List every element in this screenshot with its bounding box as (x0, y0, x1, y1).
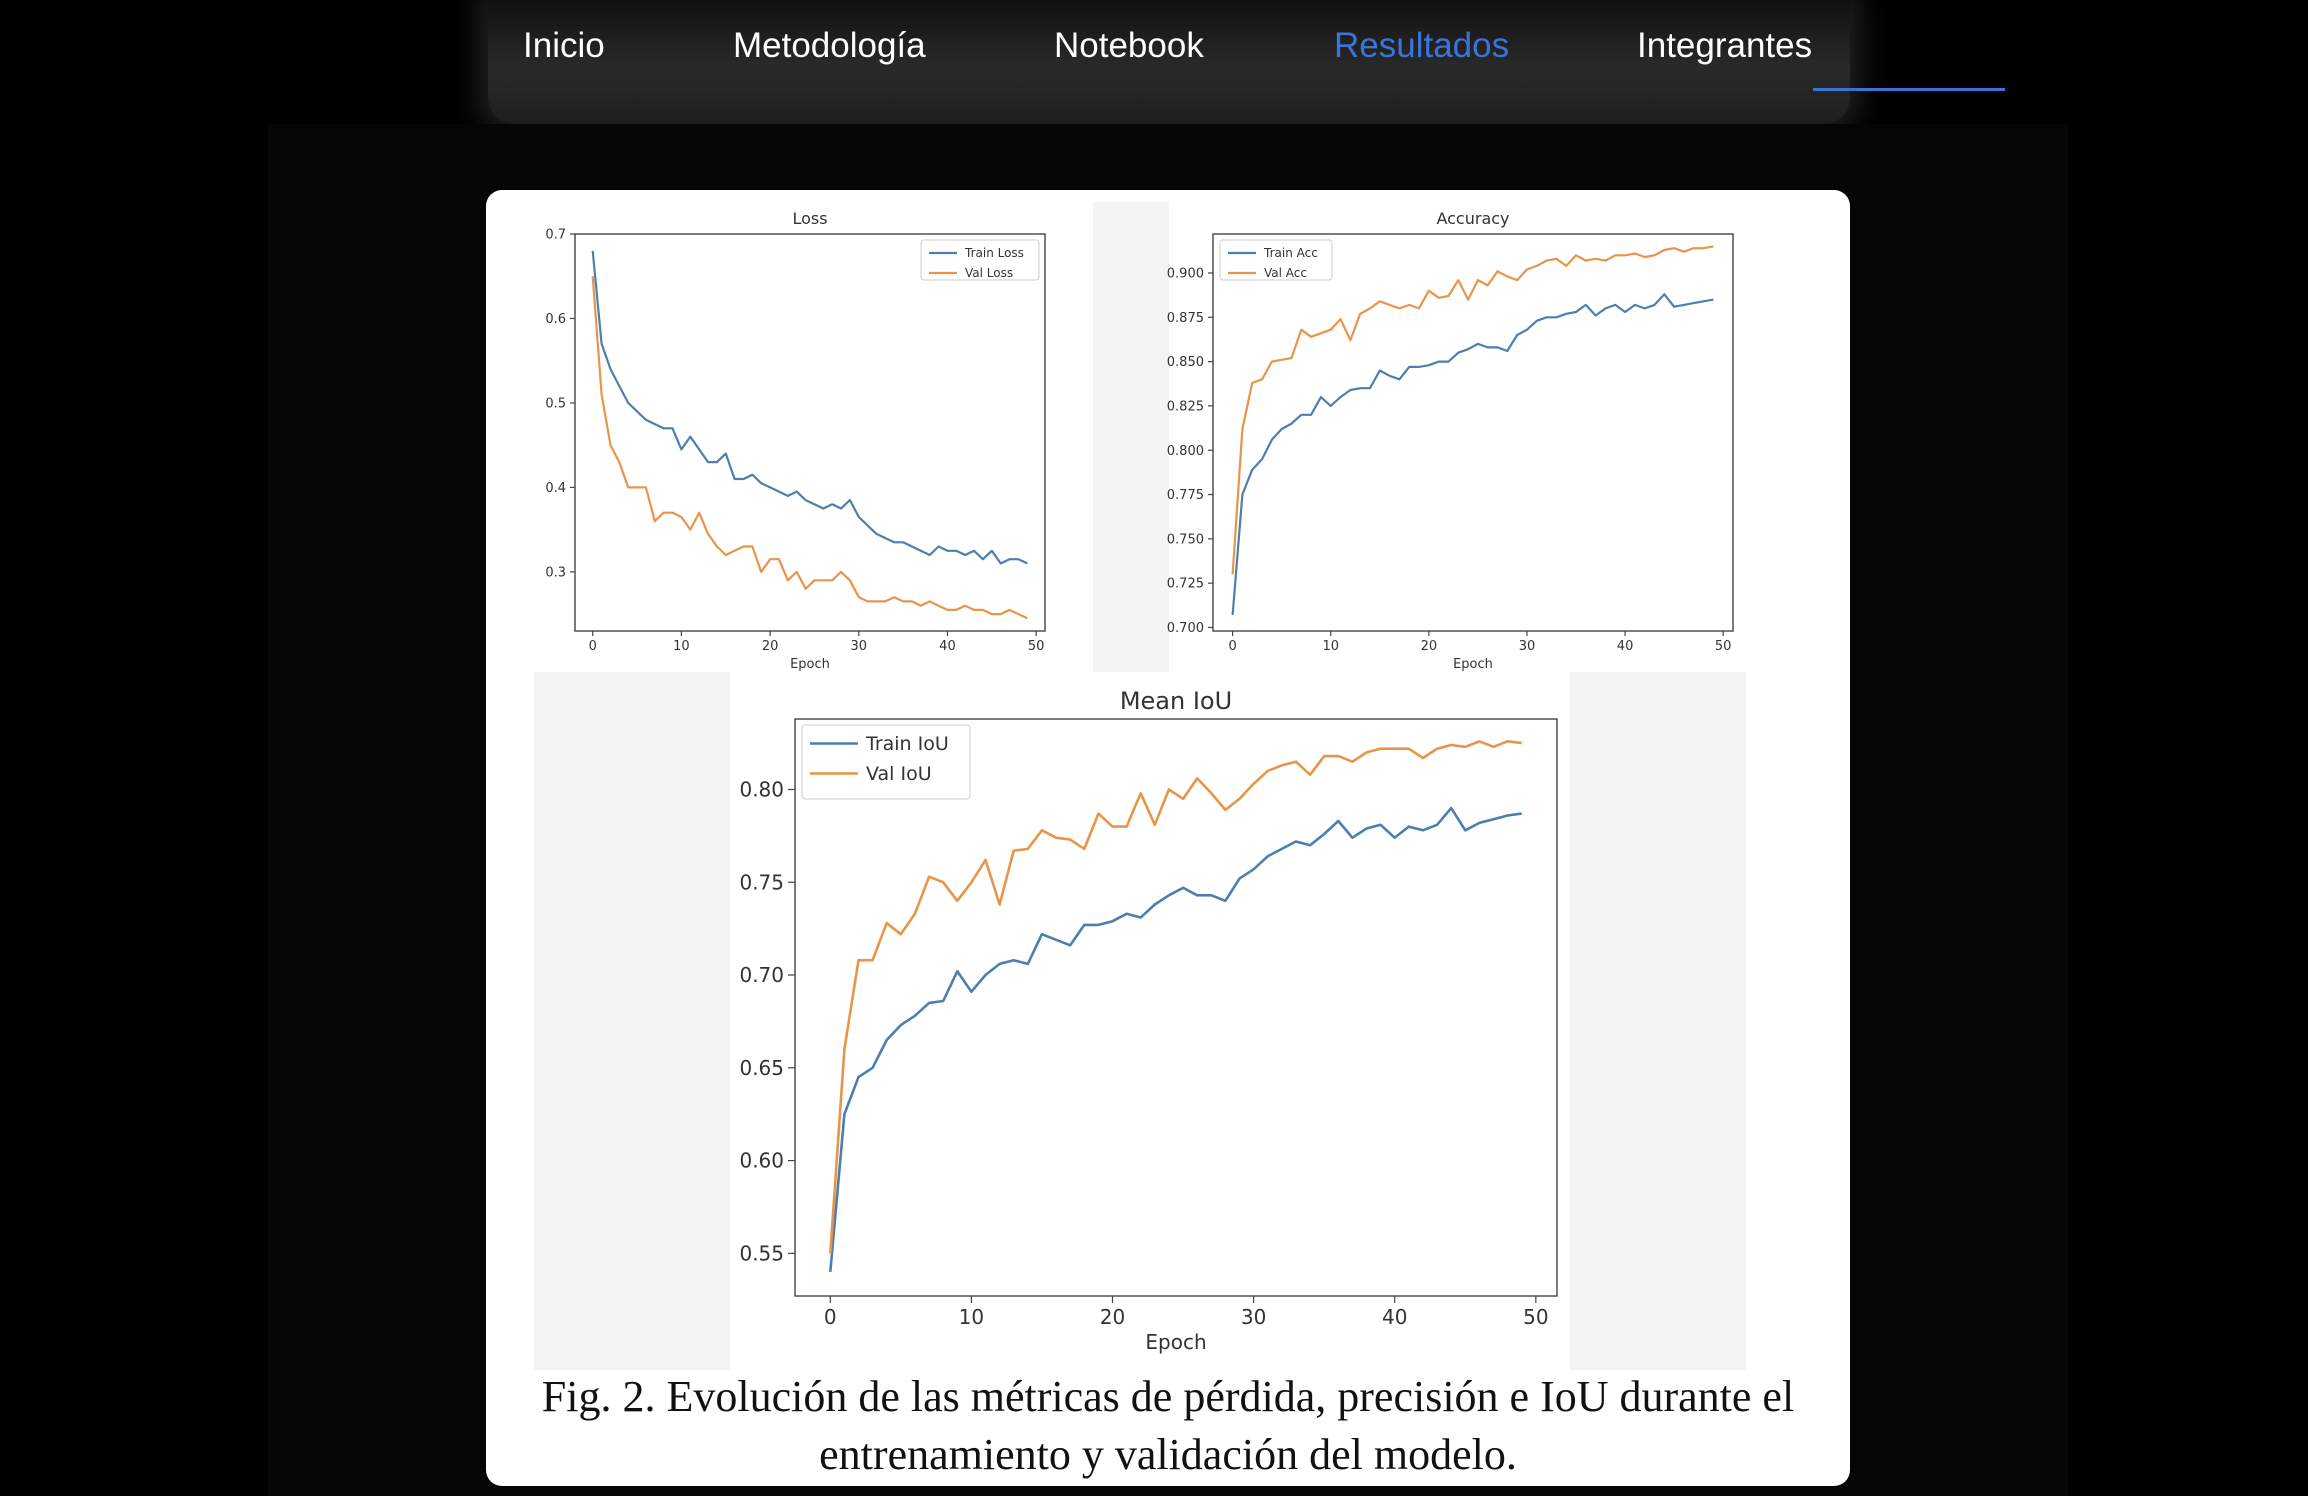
plot-frame (794, 718, 1558, 1297)
nav-link-metodologia[interactable]: Metodología (733, 26, 926, 65)
x-tick-label: 0 (1228, 639, 1236, 654)
y-tick-label: 0.60 (739, 1149, 784, 1173)
y-tick-label: 0.700 (1167, 621, 1204, 636)
series-line-train-acc (1231, 293, 1714, 616)
series-line-train-iou (829, 806, 1522, 1273)
legend-label: Train Acc (1263, 246, 1318, 260)
legend-label: Train Loss (964, 246, 1024, 260)
x-tick-label: 40 (939, 639, 956, 654)
series-line-val-acc (1231, 245, 1714, 575)
x-tick-label: 10 (959, 1305, 984, 1329)
x-tick-label: 20 (1100, 1305, 1125, 1329)
active-tab-underline (1813, 88, 2005, 91)
x-axis-label: Epoch (1453, 657, 1493, 672)
x-tick-label: 0 (824, 1305, 837, 1329)
y-tick-label: 0.6 (545, 312, 566, 327)
legend-label: Val Acc (1264, 266, 1307, 280)
y-tick-label: 0.55 (739, 1241, 784, 1265)
figure-caption: Fig. 2. Evolución de las métricas de pér… (486, 1368, 1850, 1484)
y-tick-label: 0.3 (545, 565, 566, 580)
x-tick-label: 40 (1382, 1305, 1407, 1329)
top-navbar: Inicio Metodología Notebook Resultados I… (488, 0, 2005, 124)
nav-link-notebook[interactable]: Notebook (1054, 26, 1204, 65)
x-tick-label: 10 (673, 639, 690, 654)
legend-label: Val Loss (965, 266, 1013, 280)
y-tick-label: 0.80 (739, 778, 784, 802)
series-line-val-loss (591, 276, 1028, 620)
legend-label: Val IoU (866, 763, 932, 785)
legend-box (1219, 239, 1333, 281)
y-tick-label: 0.725 (1167, 577, 1204, 592)
legend-label: Train IoU (865, 733, 949, 755)
y-tick-label: 0.800 (1167, 444, 1204, 459)
y-tick-label: 0.75 (739, 870, 784, 894)
y-tick-label: 0.70 (739, 963, 784, 987)
x-axis-label: Epoch (790, 657, 830, 672)
y-tick-label: 0.775 (1167, 488, 1204, 503)
accuracy-chart: Accuracy 0 10 20 30 40 50 0.700 0.725 0.750 0.775 0… (1167, 209, 1734, 672)
series-line-val-iou (829, 740, 1522, 1254)
plot-frame (1212, 233, 1734, 632)
nav-link-inicio[interactable]: Inicio (523, 26, 605, 65)
caption-line-2: entrenamiento y validación del modelo. (819, 1430, 1517, 1479)
x-tick-label: 30 (851, 639, 868, 654)
x-tick-label: 50 (1028, 639, 1045, 654)
x-tick-label: 30 (1519, 639, 1536, 654)
figure-background-strip (1093, 202, 1169, 672)
y-tick-label: 0.850 (1167, 355, 1204, 370)
x-tick-label: 0 (589, 639, 597, 654)
chart-title: Mean IoU (1120, 687, 1232, 715)
x-axis-label: Epoch (1145, 1330, 1206, 1354)
x-tick-label: 50 (1715, 639, 1732, 654)
y-tick-label: 0.7 (545, 228, 566, 243)
x-tick-label: 40 (1617, 639, 1634, 654)
legend-box (920, 239, 1040, 281)
loss-chart: Loss 0 10 20 30 40 50 0.3 0.4 0.5 0.6 0.7 Epoch Train… (545, 209, 1046, 672)
y-tick-label: 0.825 (1167, 399, 1204, 414)
x-tick-label: 30 (1241, 1305, 1266, 1329)
y-tick-label: 0.900 (1167, 267, 1204, 282)
caption-line-1: Fig. 2. Evolución de las métricas de pér… (541, 1372, 1795, 1421)
chart-title: Loss (792, 209, 827, 228)
plot-frame (574, 233, 1046, 632)
x-tick-label: 50 (1523, 1305, 1548, 1329)
y-tick-label: 0.750 (1167, 532, 1204, 547)
figure-background-right (1570, 672, 1746, 1370)
series-line-train-loss (591, 250, 1028, 565)
x-tick-label: 10 (1322, 639, 1339, 654)
nav-link-integrantes[interactable]: Integrantes (1637, 26, 1813, 65)
y-tick-label: 0.65 (739, 1056, 784, 1080)
x-tick-label: 20 (762, 639, 779, 654)
y-tick-label: 0.875 (1167, 311, 1204, 326)
y-tick-label: 0.4 (545, 481, 566, 496)
chart-title: Accuracy (1436, 209, 1509, 228)
figure-background-left (534, 672, 730, 1370)
x-tick-label: 20 (1421, 639, 1438, 654)
mean-iou-chart: Mean IoU 0 10 20 30 40 50 0.55 0.60 0.65 0.70 0.75 0… (739, 687, 1558, 1354)
y-tick-label: 0.5 (545, 396, 566, 411)
nav-link-resultados[interactable]: Resultados (1334, 26, 1510, 65)
